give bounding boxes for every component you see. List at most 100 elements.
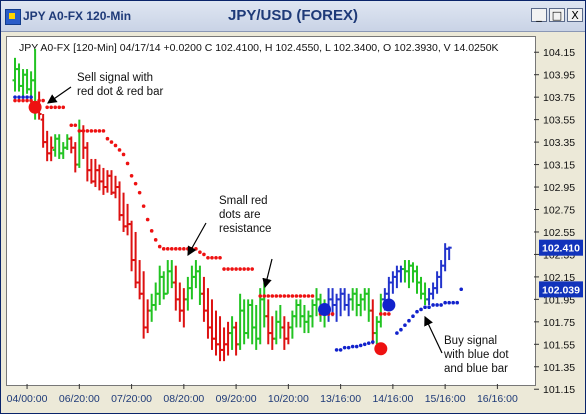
resistance-dot [73,123,78,128]
stop-price-tag [539,281,583,298]
resistance-dot [45,105,49,110]
sell-annotation: Sell signal with red dot & red bar [77,72,163,98]
price-bar [350,288,356,311]
x-tick-label: 06/20:00 [59,393,100,405]
resistance-dot [69,123,74,128]
price-bar [370,299,376,345]
y-tick-label: 101.15 [543,384,575,396]
support-dot [435,303,439,307]
resistance-dot [117,148,122,152]
y-tick-label: 103.95 [543,70,575,82]
price-bar [366,288,372,322]
resistance-dot [274,294,279,298]
maximize-button[interactable]: □ [549,8,565,22]
resistance-dot [157,244,162,249]
price-bar [297,299,303,328]
price-bar [165,260,171,295]
price-bar [426,288,432,305]
price-bar [76,119,82,168]
price-bar [237,293,243,350]
resistance-dot [17,98,21,103]
x-tick-label: 13/16:00 [320,393,361,405]
resistance-dot [379,312,383,316]
resistance-dot [13,98,17,103]
resistance-dot [186,247,190,251]
support-dot [21,95,25,99]
price-bar [281,316,287,350]
resistance-dot [153,238,158,242]
price-bar [149,293,155,322]
support-dot [334,348,339,352]
price-bar [446,246,452,261]
resistance-dot [294,294,299,298]
price-bar [96,164,102,191]
signal-markers [28,100,396,356]
resistance-dot [61,105,66,110]
resistance-dot [310,294,315,298]
price-bar [161,271,167,300]
title-bar[interactable]: JPY A0-FX 120-Min JPY/USD (FOREX) _ □ X [1,1,585,32]
resistance-dot [383,312,387,316]
resistance-dot [109,140,114,144]
price-bar [129,220,135,272]
support-dot [17,95,21,99]
price-bar [20,69,26,98]
resistance-dot [290,294,295,298]
resistance-dot [258,294,263,298]
price-bar [88,158,94,184]
price-bar [362,288,368,311]
price-bar [374,316,380,345]
price-bar [249,299,255,345]
x-tick-label: 04/00:00 [7,393,48,405]
close-button[interactable]: X [567,8,583,22]
y-tick-label: 103.15 [543,160,575,172]
support-dot [354,344,359,349]
support-dot [366,341,371,345]
price-bar [48,136,54,162]
last-price-tag [539,239,583,256]
support-dot [25,95,29,99]
support-dot [419,307,423,312]
resistance-annotation: Small red dots are resistance [219,195,271,235]
resistance-dot [105,136,110,141]
minimize-button[interactable]: _ [531,8,547,22]
resistance-dot [206,256,210,260]
annotation-arrow [47,86,72,104]
resistance-dot [29,98,33,103]
support-dot [431,303,435,307]
x-tick-label: 07/20:00 [111,393,152,405]
price-bar [293,299,299,328]
support-dot [403,323,407,328]
resistance-dot [330,312,335,316]
price-bar [177,282,183,322]
price-bar [338,288,344,317]
resistance-dot [165,247,170,251]
window-title: JPY A0-FX 120-Min [23,9,132,23]
price-bar [181,288,187,328]
support-dot [358,343,363,348]
resistance-dot [25,98,29,103]
support-dot [451,300,455,305]
support-dot [415,309,419,314]
resistance-dot [238,267,242,271]
resistance-dot [41,98,45,103]
resistance-dot [250,267,254,271]
resistance-dot [270,294,275,298]
resistance-dot [306,294,311,298]
price-bar [213,310,219,356]
y-tick-label: 102.75 [543,205,575,217]
resistance-dot [81,129,86,133]
plot-area[interactable] [6,36,536,386]
price-bar [104,170,110,193]
annotation-arrow [262,258,273,289]
x-tick-label: 10/20:00 [268,393,309,405]
resistance-dot [145,217,150,222]
price-bar [169,260,175,289]
price-bar [108,170,114,195]
price-bar [60,142,66,159]
annotation-arrow [424,315,443,354]
resistance-dot [174,247,178,251]
price-bar [173,265,179,311]
